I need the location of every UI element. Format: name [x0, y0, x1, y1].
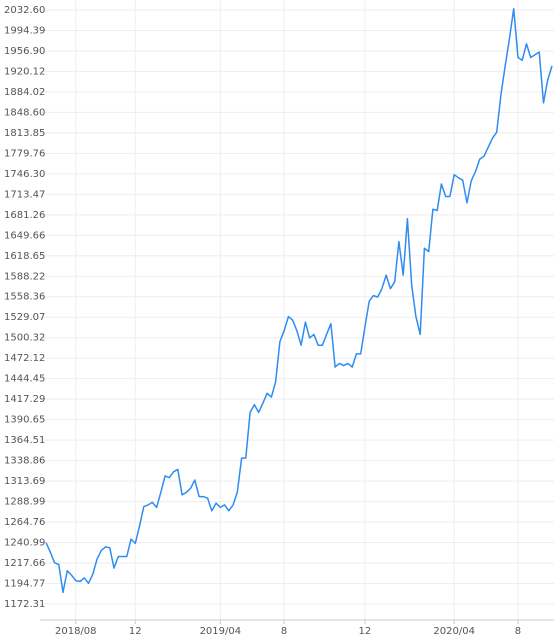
y-tick-label: 1338.86	[4, 456, 45, 467]
x-tick-label: 8	[515, 626, 521, 637]
y-tick-label: 1194.77	[4, 579, 45, 590]
y-tick-label: 1713.47	[4, 189, 45, 200]
y-tick-label: 1529.07	[4, 312, 45, 323]
y-tick-label: 1364.51	[4, 435, 45, 446]
y-tick-label: 1172.31	[4, 599, 45, 610]
y-tick-label: 1588.22	[4, 271, 45, 282]
x-tick-label: 2019/04	[200, 626, 242, 637]
y-tick-label: 1500.32	[4, 333, 45, 344]
y-tick-label: 1956.90	[4, 46, 45, 57]
y-tick-label: 1884.02	[4, 87, 45, 98]
y-tick-label: 1472.12	[4, 353, 45, 364]
y-tick-label: 1444.45	[4, 374, 45, 385]
y-tick-label: 1746.30	[4, 169, 45, 180]
y-tick-label: 1417.29	[4, 394, 45, 405]
y-tick-label: 2032.60	[4, 5, 45, 16]
y-tick-label: 1217.66	[4, 558, 45, 569]
y-tick-label: 1994.39	[4, 25, 45, 36]
x-tick-label: 12	[359, 626, 372, 637]
x-tick-label: 2018/08	[55, 626, 97, 637]
y-tick-label: 1240.99	[4, 538, 45, 549]
price-line	[45, 7, 553, 594]
y-tick-label: 1920.12	[4, 66, 45, 77]
y-tick-label: 1813.85	[4, 128, 45, 139]
x-tick-label: 2020/04	[433, 626, 475, 637]
y-tick-label: 1618.65	[4, 251, 45, 262]
x-tick-label: 8	[281, 626, 287, 637]
y-tick-label: 1390.65	[4, 415, 45, 426]
y-tick-label: 1264.76	[4, 517, 45, 528]
x-tick-label: 12	[129, 626, 142, 637]
y-tick-label: 1558.36	[4, 292, 45, 303]
y-tick-label: 1779.76	[4, 148, 45, 159]
y-tick-label: 1313.69	[4, 476, 45, 487]
y-tick-label: 1649.66	[4, 230, 45, 241]
y-tick-label: 1288.99	[4, 497, 45, 508]
y-tick-label: 1681.26	[4, 210, 45, 221]
y-tick-label: 1848.60	[4, 107, 45, 118]
